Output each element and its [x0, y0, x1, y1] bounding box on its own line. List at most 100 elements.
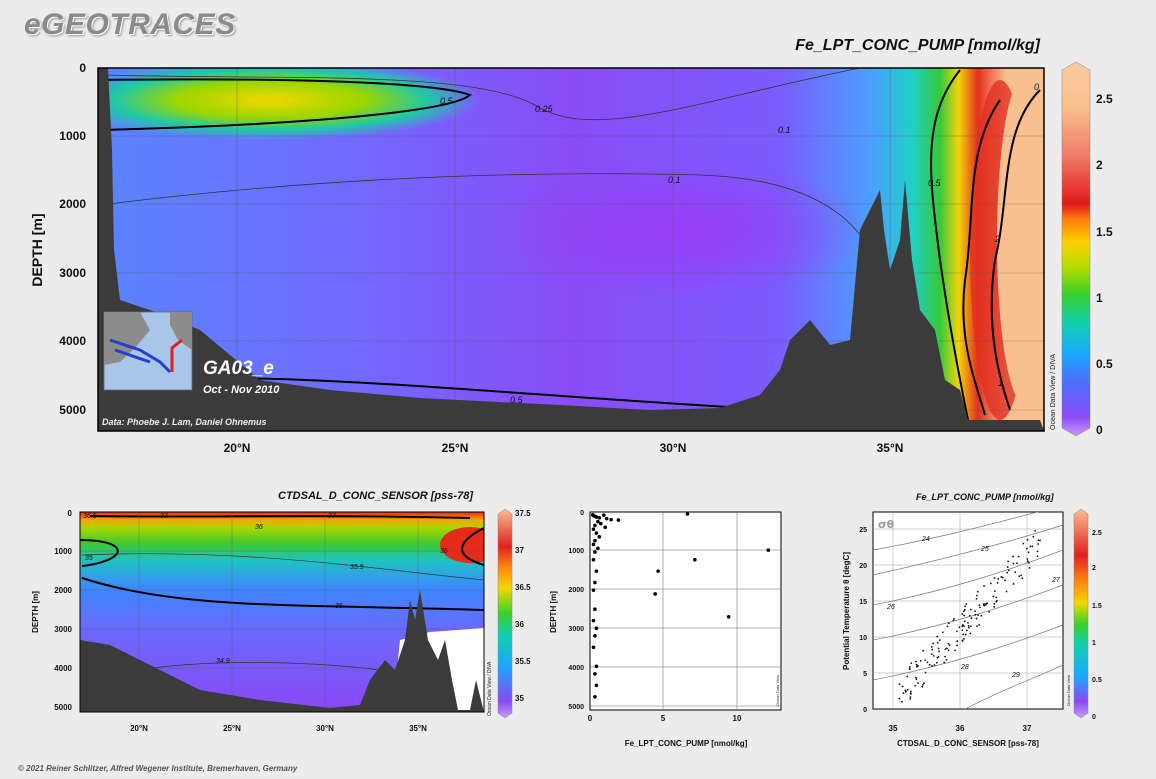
contour-label-8: 0.5: [510, 395, 524, 405]
fe-scatter-y-label: DEPTH [m]: [549, 591, 558, 633]
ts-point: [989, 582, 992, 585]
fe-scatter-point: [591, 527, 596, 532]
ts-point: [961, 625, 964, 628]
ts-point: [1012, 562, 1015, 565]
colorbar-tick: 2: [1096, 158, 1103, 172]
ts-point: [901, 685, 904, 688]
fe-scatter-point: [597, 516, 602, 520]
fe-scatter-point: [594, 683, 599, 688]
ts-point: [954, 649, 957, 652]
fe-scatter-point: [726, 615, 731, 619]
contour-0.5-right: [930, 69, 969, 421]
ts-point: [955, 630, 958, 633]
sal-contour-label: 36.5: [83, 513, 97, 520]
ts-point: [952, 619, 955, 622]
fe-scatter-point: [616, 518, 621, 522]
fe-scatter-point: [593, 580, 597, 585]
x-tick: 20°N: [224, 441, 251, 455]
x-tick: 35°N: [877, 441, 904, 455]
sigma-theta-label: σθ: [878, 518, 895, 531]
salinity-section-title: CTDSAL_D_CONC_SENSOR [pss-78]: [278, 490, 473, 502]
ts-point: [1039, 539, 1041, 542]
contour-label-5: 0.5: [928, 178, 942, 188]
contour-label-4: 0.1: [668, 175, 681, 185]
ts-point: [900, 700, 903, 703]
ts-point: [1026, 538, 1029, 541]
ts-point: [946, 647, 948, 650]
fe-frame: [97, 67, 1045, 432]
colorbar-tick: 1.5: [1092, 603, 1102, 610]
ts-plot-area: [872, 511, 1064, 710]
sal-contour-37: [89, 515, 471, 519]
ts-point: [1012, 555, 1014, 558]
ts-point: [931, 648, 934, 651]
contour-0.5-surface: [99, 78, 472, 131]
x-tick: 20°N: [130, 724, 148, 733]
ts-point: [962, 633, 965, 636]
ts-point: [978, 604, 981, 607]
ts-point: [1020, 574, 1023, 577]
ts-colorbar-ticks: 2.5 2 1.5 1 0.5 0: [1092, 530, 1102, 721]
ts-point: [914, 684, 917, 687]
ts-point: [946, 625, 949, 628]
fe-scatter-point: [609, 517, 613, 522]
sal-contour-label: 35: [335, 603, 343, 610]
fe-section-chart: 0.5 0.25 0.1 0.1 0.5 2 1 0.5 0 0 1000 20…: [29, 61, 1113, 455]
copyright-text: © 2021 Reiner Schlitzer, Alfred Wegener …: [18, 764, 298, 773]
salinity-topography: [80, 590, 484, 712]
sal-y-label: DEPTH [m]: [31, 591, 40, 633]
x-tick: 30°N: [660, 441, 687, 455]
ts-point: [958, 626, 961, 629]
ts-point: [943, 661, 946, 664]
colorbar-tick: 35: [515, 694, 524, 703]
ts-point: [898, 697, 901, 700]
fe-scatter-points: [590, 512, 771, 699]
ts-point: [902, 692, 905, 695]
ts-point: [1036, 550, 1039, 553]
ts-point: [963, 609, 966, 611]
ts-point: [930, 665, 933, 667]
fe-colorbar-ticks: 2.5 2 1.5 1 0.5 0: [1096, 92, 1113, 437]
fe-scatter-side-label: Ocean Data View: [775, 675, 780, 706]
sal-contour-label: 36: [255, 524, 263, 531]
fe-scatter-point: [601, 513, 606, 517]
isopycnal-label: 25: [980, 546, 989, 553]
ts-point: [937, 647, 940, 650]
ts-point: [944, 655, 946, 658]
contour-0.1-deep: [99, 173, 881, 271]
fe-scatter-point: [653, 592, 657, 596]
ts-point: [923, 682, 925, 685]
ts-x-ticks: 35 36 37: [889, 724, 1032, 733]
ts-point: [1014, 571, 1017, 574]
sal-y-ticks: 0 1000 2000 3000 4000 5000: [54, 509, 72, 712]
fe-scatter-point: [693, 557, 697, 562]
fe-scatter-point: [591, 542, 596, 547]
ts-point: [930, 645, 933, 648]
colorbar-tick: 2: [1092, 565, 1096, 572]
y-tick: 1000: [54, 547, 72, 556]
ts-point: [976, 594, 978, 597]
main-section-title: Fe_LPT_CONC_PUMP [nmol/kg]: [795, 37, 1040, 54]
ts-point: [1027, 551, 1030, 554]
ts-point: [938, 650, 940, 653]
ts-point: [997, 577, 1000, 580]
ts-point: [956, 644, 958, 647]
ts-point: [992, 595, 995, 598]
contour-label-9: 0: [1034, 82, 1039, 92]
ts-point: [986, 602, 989, 605]
ts-point: [993, 577, 996, 579]
ts-point: [984, 603, 987, 606]
ts-point: [898, 683, 901, 686]
ts-point: [909, 696, 912, 699]
ts-point: [995, 596, 998, 599]
x-tick: 30°N: [316, 724, 334, 733]
contour-label-7: 1: [998, 378, 1003, 388]
ts-point: [922, 649, 925, 652]
contour-1: [962, 99, 1001, 416]
ts-point: [962, 610, 965, 613]
ts-point: [910, 662, 913, 665]
fe-scatter-point: [593, 607, 597, 611]
ts-point: [915, 663, 918, 666]
y-tick: 1000: [59, 129, 86, 143]
ts-point: [945, 658, 948, 661]
